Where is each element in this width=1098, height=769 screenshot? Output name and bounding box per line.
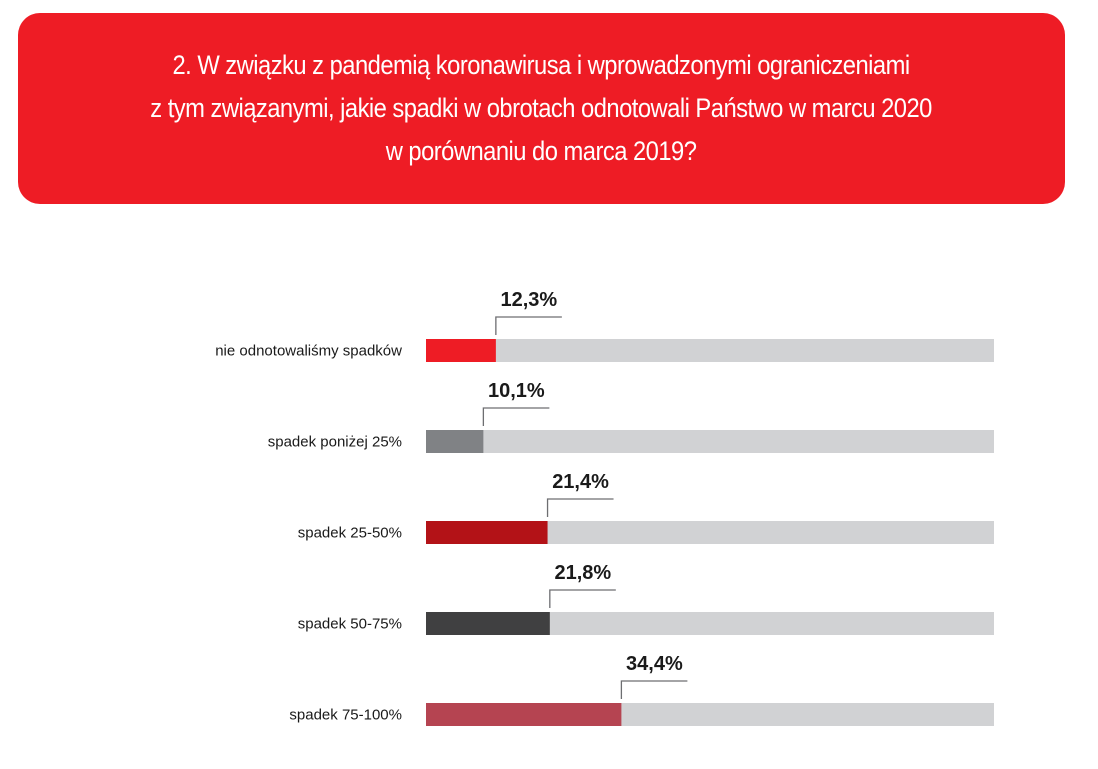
bar: [426, 703, 622, 726]
value-leader-line: [620, 680, 688, 699]
category-label: spadek 25-50%: [298, 525, 402, 542]
value-leader-line: [546, 498, 614, 517]
value-leader-line: [495, 316, 562, 335]
bar-track: [426, 612, 994, 635]
value-label: 12,3%: [501, 289, 558, 311]
category-label: spadek 50-75%: [298, 616, 402, 633]
bar: [426, 612, 550, 635]
category-label: spadek 75-100%: [289, 707, 402, 724]
value-leader-line: [482, 407, 550, 426]
value-label: 10,1%: [488, 380, 545, 402]
bar: [426, 430, 484, 453]
category-label: nie odnotowaliśmy spadków: [215, 343, 402, 360]
category-label: spadek poniżej 25%: [268, 434, 402, 451]
bar-track: [426, 339, 994, 362]
bar: [426, 339, 496, 362]
question-title: 2. W związku z pandemią koronawirusa i w…: [150, 50, 933, 166]
question-banner: 2. W związku z pandemią koronawirusa i w…: [18, 13, 1065, 204]
bar-track: [426, 430, 994, 453]
value-leader-line: [549, 589, 616, 608]
value-label: 34,4%: [626, 653, 683, 675]
bar: [426, 521, 548, 544]
value-label: 21,4%: [552, 471, 609, 493]
bar-track: [426, 521, 994, 544]
value-label: 21,8%: [554, 562, 611, 584]
